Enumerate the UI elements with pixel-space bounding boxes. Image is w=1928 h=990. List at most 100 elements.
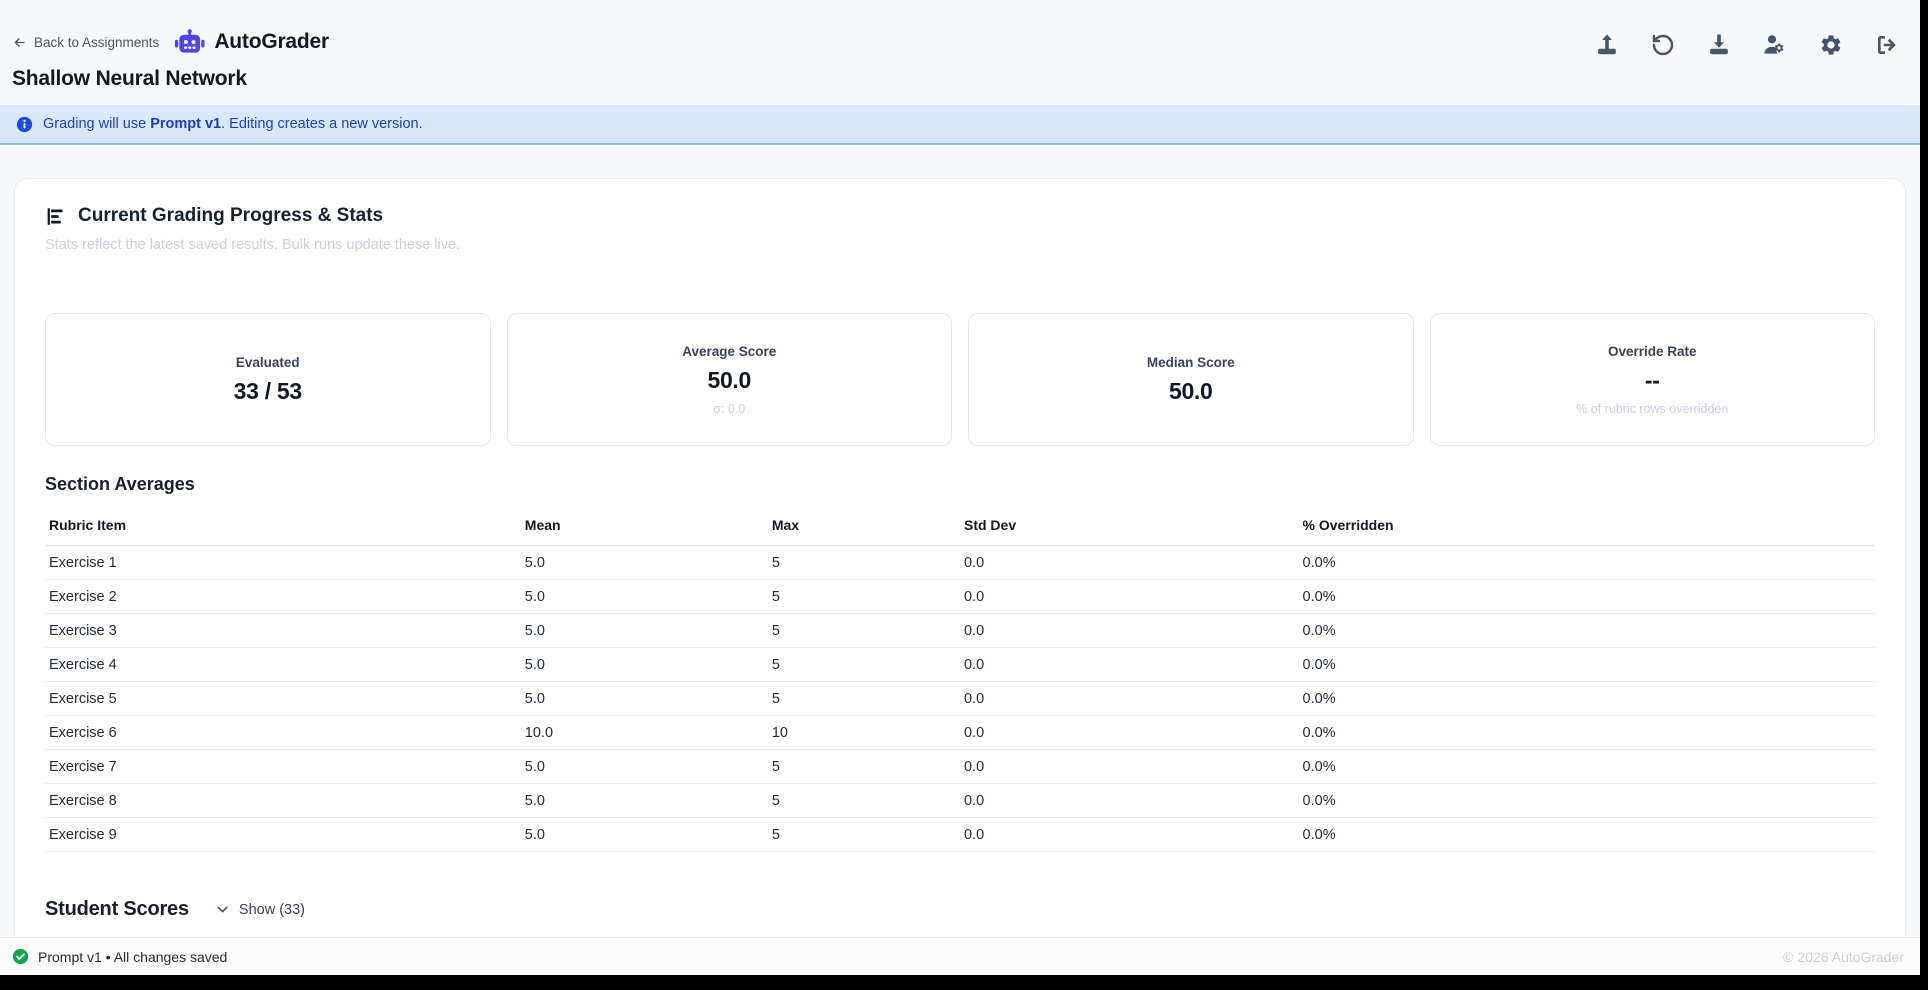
table-cell: 5.0 xyxy=(520,647,768,682)
table-cell: Exercise 9 xyxy=(45,817,521,852)
grading-stats-card: Current Grading Progress & Stats Stats r… xyxy=(14,178,1906,975)
table-cell: 5 xyxy=(767,579,960,614)
table-cell: 0.0 xyxy=(959,613,1299,648)
settings-icon xyxy=(1821,35,1841,55)
user-settings-button[interactable] xyxy=(1763,33,1787,57)
table-header-row: Rubric Item Mean Max Std Dev% Overridden xyxy=(45,507,1875,546)
table-cell: Exercise 6 xyxy=(45,715,521,750)
undo-icon xyxy=(1652,34,1674,56)
table-cell: 0.0 xyxy=(959,647,1299,682)
back-to-assignments-link[interactable]: Back to Assignments xyxy=(12,35,159,50)
table-cell: 0.0% xyxy=(1298,749,1875,784)
table-cell: 0.0 xyxy=(959,715,1299,750)
table-cell: 10 xyxy=(767,715,960,750)
table-cell: 0.0 xyxy=(959,749,1299,784)
student-scores-section: Student Scores Show (33) xyxy=(45,898,1875,921)
stat-label: Median Score xyxy=(1146,354,1235,370)
table-row: Exercise 3 5.0 5 0.0 0.0% xyxy=(45,613,1875,648)
copyright-text: © 2026 AutoGrader xyxy=(1783,948,1904,965)
stats-card-header: Current Grading Progress & Stats xyxy=(45,205,1875,227)
upload-icon xyxy=(1598,34,1616,55)
app-header: Back to Assignments xyxy=(0,0,1920,91)
stats-card-title: Current Grading Progress & Stats xyxy=(78,205,384,226)
stat-label: Evaluated xyxy=(235,354,300,370)
table-cell: 0.0% xyxy=(1298,681,1875,716)
student-scores-title: Student Scores xyxy=(45,898,189,920)
table-cell: 5 xyxy=(767,613,960,648)
table-row: Exercise 4 5.0 5 0.0 0.0% xyxy=(45,647,1875,682)
bar-chart-icon xyxy=(47,207,63,225)
column-header-max: Max xyxy=(767,507,960,546)
upload-button[interactable] xyxy=(1595,33,1619,57)
table-cell: 0.0 xyxy=(959,579,1299,614)
download-icon xyxy=(1710,34,1728,55)
table-cell: Exercise 5 xyxy=(45,681,521,716)
stat-value: -- xyxy=(1644,366,1660,393)
table-cell: 0.0% xyxy=(1298,613,1875,648)
table-cell: 0.0% xyxy=(1298,783,1875,818)
banner-prefix: Grading will use xyxy=(43,116,151,132)
logout-button[interactable] xyxy=(1875,33,1899,57)
student-scores-toggle[interactable]: Show (33) xyxy=(215,902,305,918)
column-header-mean: Mean xyxy=(520,507,768,546)
table-row: Exercise 7 5.0 5 0.0 0.0% xyxy=(45,749,1875,784)
table-cell: 5.0 xyxy=(520,817,768,852)
stat-value: 33 / 53 xyxy=(233,377,303,404)
robot-logo-icon xyxy=(175,28,205,53)
table-row: Exercise 1 5.0 5 0.0 0.0% xyxy=(45,545,1875,580)
table-row: Exercise 6 10.0 10 0.0 0.0% xyxy=(45,715,1875,750)
app-title: AutoGrader xyxy=(214,30,329,53)
table-cell: 5.0 xyxy=(520,681,768,716)
table-cell: 5.0 xyxy=(520,613,768,648)
status-bar: Prompt v1 • All changes saved © 2026 Aut… xyxy=(0,937,1920,975)
column-header-overridden: % Overridden xyxy=(1298,507,1875,546)
table-cell: 0.0 xyxy=(959,817,1299,852)
stats-card-subtitle: Stats reflect the latest saved results. … xyxy=(45,237,461,253)
check-circle-icon xyxy=(12,948,29,965)
section-averages-table: Rubric Item Mean Max Std Dev% Overridden Ex… xyxy=(45,507,1875,852)
stat-card-median-score: Median Score 50.0 xyxy=(968,313,1414,446)
stat-label: Override Rate xyxy=(1607,343,1697,359)
table-row: Exercise 5 5.0 5 0.0 0.0% xyxy=(45,681,1875,716)
table-cell: 5.0 xyxy=(520,545,768,580)
table-cell: 5 xyxy=(767,681,960,716)
stat-card-evaluated: Evaluated 33 / 53 xyxy=(45,313,491,446)
table-cell: 0.0% xyxy=(1298,647,1875,682)
table-cell: Exercise 7 xyxy=(45,749,521,784)
stat-cards: Evaluated 33 / 53 Average Score 50.0 σ: … xyxy=(45,313,1875,446)
table-cell: 0.0 xyxy=(959,783,1299,818)
table-cell: 0.0 xyxy=(959,545,1299,580)
banner-message: Grading will use Prompt v1. Editing crea… xyxy=(43,116,423,132)
table-cell: 5 xyxy=(767,783,960,818)
stat-card-override-rate: Override Rate -- % of rubric rows overri… xyxy=(1429,313,1875,446)
table-cell: 0.0 xyxy=(959,681,1299,716)
banner-prompt-version: Prompt v1 xyxy=(150,116,222,132)
info-banner: Grading will use Prompt v1. Editing crea… xyxy=(0,105,1920,145)
column-header-std-dev: Std Dev xyxy=(959,507,1299,546)
table-row: Exercise 2 5.0 5 0.0 0.0% xyxy=(45,579,1875,614)
undo-button[interactable] xyxy=(1651,33,1675,57)
table-row: Exercise 9 5.0 5 0.0 0.0% xyxy=(45,817,1875,852)
info-icon xyxy=(16,116,33,133)
settings-button[interactable] xyxy=(1819,33,1843,57)
stat-sub: % of rubric rows overridden xyxy=(1576,401,1729,416)
table-cell: 5.0 xyxy=(520,749,768,784)
back-arrow-icon xyxy=(14,37,25,47)
table-cell: 0.0% xyxy=(1298,545,1875,580)
table-cell: 10.0 xyxy=(520,715,768,750)
banner-suffix: . Editing creates a new version. xyxy=(221,116,423,132)
chevron-down-icon xyxy=(217,906,228,913)
logout-icon xyxy=(1878,36,1896,54)
save-status: Prompt v1 • All changes saved xyxy=(12,948,227,965)
table-cell: Exercise 8 xyxy=(45,783,521,818)
stat-value: 50.0 xyxy=(1168,377,1213,404)
table-row: Exercise 8 5.0 5 0.0 0.0% xyxy=(45,783,1875,818)
table-cell: Exercise 1 xyxy=(45,545,521,580)
table-cell: 5.0 xyxy=(520,783,768,818)
user-settings-icon xyxy=(1764,35,1784,54)
stat-value: 50.0 xyxy=(707,366,752,393)
download-button[interactable] xyxy=(1707,33,1731,57)
stat-label: Average Score xyxy=(682,343,777,359)
table-cell: Exercise 4 xyxy=(45,647,521,682)
